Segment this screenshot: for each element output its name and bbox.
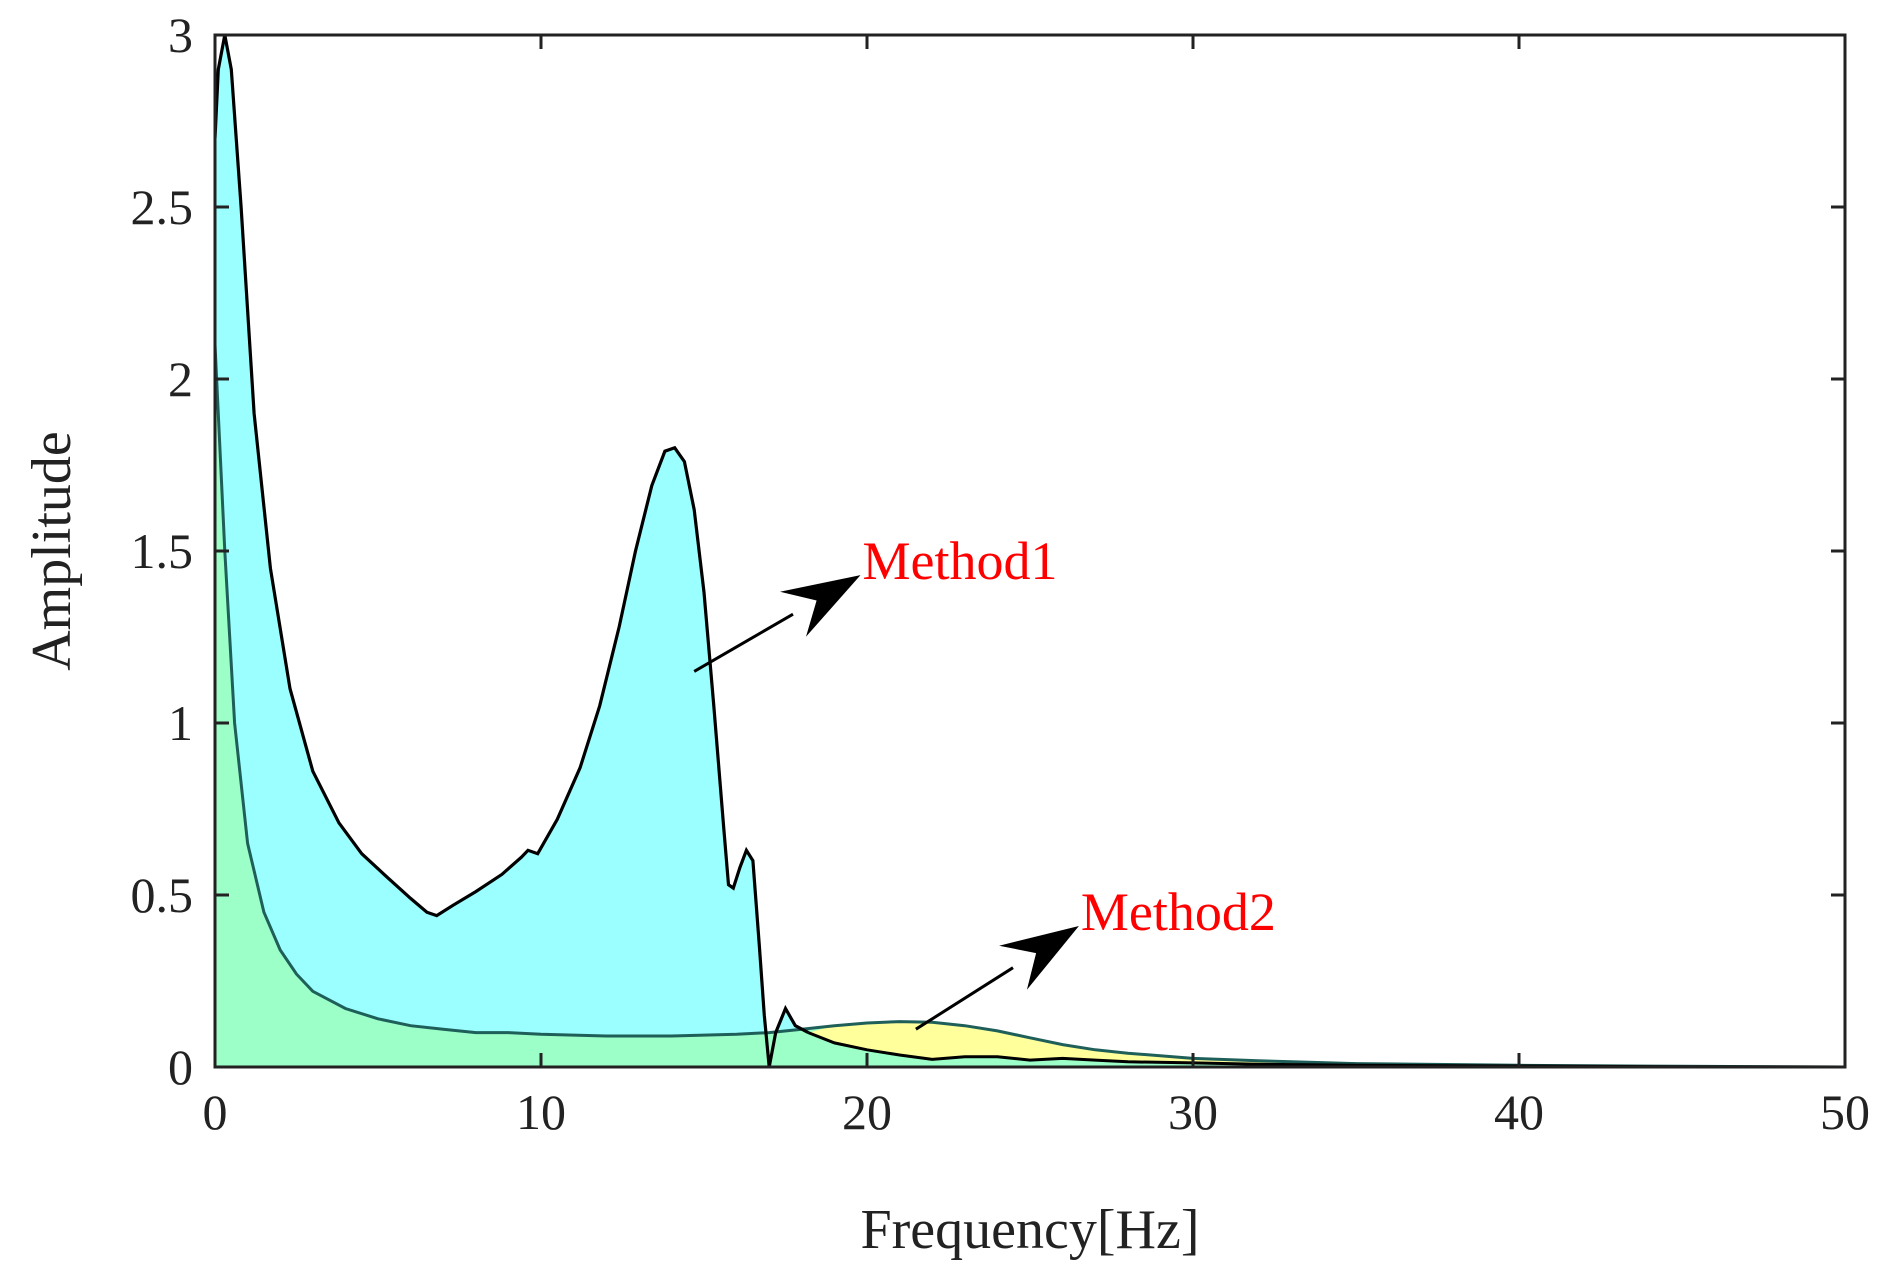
annotation-arrow-shaft: [915, 966, 1014, 1031]
method1-line: [215, 35, 810, 1067]
x-tick-label: 50: [1820, 1084, 1870, 1140]
y-tick-label: 2: [168, 351, 193, 407]
x-tick-label: 30: [1168, 1084, 1218, 1140]
y-axis: 0 0.5 1 1.5 2 2.5 3: [131, 7, 1845, 1095]
annotations: Method1 Method2: [693, 531, 1276, 1031]
method2-line: [215, 344, 1845, 1067]
annotation-label-method2: Method2: [1081, 882, 1276, 942]
y-tick-label: 2.5: [131, 179, 194, 235]
y-tick-label: 3: [168, 7, 193, 63]
plot-area: [215, 35, 1845, 1067]
y-tick-label: 0: [168, 1039, 193, 1095]
annotation-arrow-head: [780, 575, 861, 637]
yellow-band: [808, 1021, 1845, 1067]
x-tick-label: 20: [842, 1084, 892, 1140]
y-tick-label: 1.5: [131, 523, 194, 579]
x-axis-label: Frequency[Hz]: [861, 1199, 1200, 1261]
annotation-arrow-shaft: [693, 612, 794, 673]
x-axis: 0 10 20 30 40 50: [203, 35, 1870, 1140]
annotation-arrow-head: [999, 926, 1079, 990]
annotation-label-method1: Method1: [863, 531, 1058, 591]
y-tick-label: 0.5: [131, 867, 194, 923]
x-tick-label: 0: [203, 1084, 228, 1140]
x-tick-label: 10: [516, 1084, 566, 1140]
y-tick-label: 1: [168, 695, 193, 751]
method1-area: [215, 35, 1845, 1067]
y-axis-label: Amplitude: [21, 431, 83, 671]
x-tick-label: 40: [1494, 1084, 1544, 1140]
